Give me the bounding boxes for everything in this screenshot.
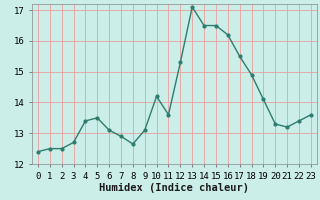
X-axis label: Humidex (Indice chaleur): Humidex (Indice chaleur) [100,183,249,193]
